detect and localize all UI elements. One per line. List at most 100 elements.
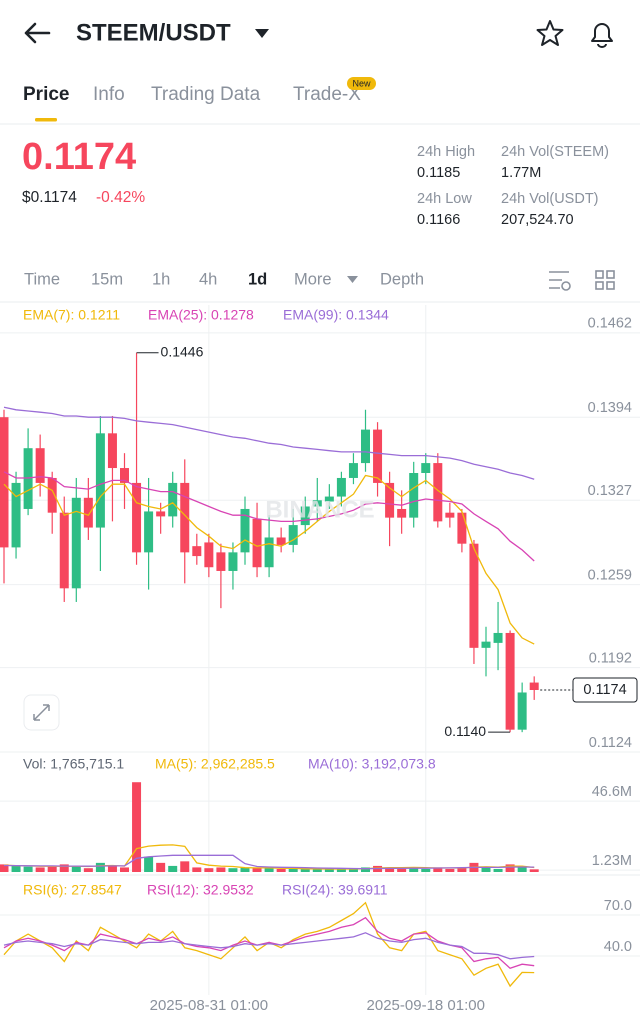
volume-bar xyxy=(107,865,117,872)
volume-bar xyxy=(324,868,334,872)
volume-bar xyxy=(168,865,178,872)
volume-bar xyxy=(216,867,226,872)
volume-bar xyxy=(529,869,539,872)
extreme-label: 0.1140 xyxy=(444,723,486,739)
candle-body xyxy=(228,552,238,571)
volume-bar xyxy=(336,868,346,872)
chart-area: 2025-08-31 01:00 2025-09-18 01:00 0.1462 0.… xyxy=(0,305,640,1014)
candle-body xyxy=(95,433,105,528)
tab[interactable]: Trading Data xyxy=(151,84,261,105)
volume-bar xyxy=(505,864,515,872)
layout-icon[interactable] xyxy=(595,270,615,290)
candle-body xyxy=(120,468,129,483)
volume-bar xyxy=(348,868,358,872)
timeframe[interactable]: 1h xyxy=(152,270,170,288)
y-tick-label: 40.0 xyxy=(604,939,632,955)
indicator-line xyxy=(3,932,535,960)
volume-bar xyxy=(83,868,93,872)
candle-body xyxy=(517,692,527,730)
extreme-label: 0.1446 xyxy=(161,343,204,359)
tab[interactable]: Trade-X xyxy=(293,84,361,105)
candle-body xyxy=(107,433,117,469)
volume-bar xyxy=(240,867,250,872)
stat-label: 24h Low xyxy=(417,191,472,207)
volume-bar xyxy=(35,867,45,872)
timeframe[interactable]: 4h xyxy=(199,270,217,288)
volume-bar xyxy=(192,867,202,872)
volume-bar xyxy=(397,868,407,872)
candle-body xyxy=(421,463,431,473)
back-button[interactable] xyxy=(24,22,51,44)
candle-body xyxy=(361,429,370,464)
timeframe[interactable]: Depth xyxy=(380,270,424,288)
favorite-icon[interactable] xyxy=(536,20,564,46)
pair-dropdown[interactable] xyxy=(255,29,269,38)
volume-bar xyxy=(312,868,322,872)
candle-body xyxy=(288,525,298,545)
timeframe[interactable]: More xyxy=(294,270,332,288)
candle-body xyxy=(11,482,21,548)
indicator-line xyxy=(3,474,535,645)
volume-bar xyxy=(433,867,443,872)
volume-bar xyxy=(288,868,298,872)
timeframe[interactable]: Time xyxy=(24,270,60,288)
candle-body xyxy=(132,482,142,553)
indicator-line xyxy=(3,406,535,480)
candle-body xyxy=(373,429,383,483)
last-price-box xyxy=(572,677,638,703)
volume-bar xyxy=(23,866,33,872)
candle-body xyxy=(300,506,310,526)
legend-entry: RSI(6): 27.8547 xyxy=(23,882,122,898)
pair-title[interactable]: STEEM/USDT xyxy=(76,19,231,46)
candle-body xyxy=(192,546,202,557)
candle-body xyxy=(252,518,262,568)
volume-bar xyxy=(59,864,69,872)
candle-body xyxy=(409,473,419,518)
stat-label: 24h High xyxy=(417,144,475,160)
candle-body xyxy=(445,512,455,518)
notification-icon[interactable] xyxy=(591,23,613,48)
tab[interactable]: Info xyxy=(93,84,125,105)
volume-bar xyxy=(445,868,455,872)
volume-bar xyxy=(11,865,21,872)
y-tick-label: 0.1124 xyxy=(589,735,632,751)
legend-entry: EMA(7): 0.1211 xyxy=(23,307,120,323)
legend-entry: RSI(12): 32.9532 xyxy=(147,882,254,898)
last-price: 0.1174 xyxy=(22,136,136,178)
candle-body xyxy=(493,632,503,643)
legend-entry: EMA(99): 0.1344 xyxy=(283,307,389,323)
y-tick-label: 0.1462 xyxy=(588,316,632,332)
candle-body xyxy=(35,448,45,483)
candle-body xyxy=(336,477,346,497)
volume-bar xyxy=(204,868,214,872)
timeframe[interactable]: 15m xyxy=(91,270,123,288)
stat-value: 0.1185 xyxy=(417,165,460,181)
candle-body xyxy=(469,543,479,648)
candle-body xyxy=(433,463,443,522)
volume-bar xyxy=(481,867,491,872)
y-tick-label: 0.1192 xyxy=(589,651,632,667)
candle-body xyxy=(481,641,491,648)
volume-bar xyxy=(0,864,9,872)
volume-bar xyxy=(180,861,190,872)
usd-price: $0.1174 xyxy=(22,189,77,206)
candle-body xyxy=(83,497,93,528)
legend-entry: RSI(24): 39.6911 xyxy=(282,882,388,898)
more-dropdown[interactable] xyxy=(347,276,358,283)
timeframe-active[interactable]: 1d xyxy=(248,270,267,288)
tab-active[interactable]: Price xyxy=(23,84,69,105)
candle-body xyxy=(397,508,407,518)
volume-bar xyxy=(47,866,57,872)
candle-body xyxy=(529,682,539,690)
volume-bar xyxy=(95,862,105,872)
candle-body xyxy=(71,497,81,589)
candle-body xyxy=(312,500,322,507)
stat-value: 0.1166 xyxy=(417,212,460,228)
candle-body xyxy=(59,512,69,589)
indicator-settings-icon[interactable] xyxy=(549,271,571,291)
legend-entry: MA(5): 2,962,285.5 xyxy=(155,756,275,772)
volume-bar xyxy=(493,868,503,872)
candle-body xyxy=(216,552,226,571)
stat-value: 207,524.70 xyxy=(501,212,574,228)
